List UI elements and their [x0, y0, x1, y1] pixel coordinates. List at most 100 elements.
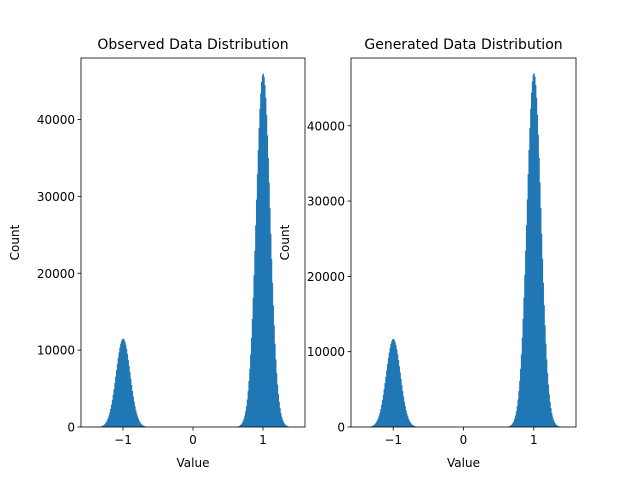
histogram-bar: [268, 182, 270, 427]
histogram-bar: [138, 420, 140, 427]
histogram-bar: [375, 423, 377, 427]
histogram-bar: [410, 423, 412, 427]
histogram-bar: [110, 404, 113, 427]
histogram-bar: [523, 297, 525, 427]
histogram-bar: [262, 73, 264, 428]
histogram-bar: [532, 74, 534, 427]
histogram-bar: [384, 383, 386, 427]
histogram-bar: [408, 418, 410, 427]
histogram-bar: [122, 338, 124, 427]
histogram-bar: [272, 305, 274, 427]
histogram-bar: [256, 199, 258, 427]
histogram-bar: [407, 416, 409, 427]
histogram-bar: [373, 424, 375, 427]
histogram-bar: [133, 401, 135, 427]
chart-panel-1: −1 0 1 0 10000 20000 30000 40000 Observed Data D…: [8, 37, 306, 470]
histogram-bar: [279, 408, 281, 427]
histogram-bar: [106, 420, 108, 427]
histogram-bar: [261, 81, 263, 427]
histogram-bar: [557, 425, 559, 427]
histogram-bar: [241, 422, 243, 427]
chart-title: Generated Data Distribution: [364, 37, 562, 53]
y-axis-label: Count: [8, 224, 22, 260]
histogram-bar: [403, 396, 405, 427]
histogram-bar: [522, 318, 524, 427]
histogram-bar: [276, 373, 278, 427]
histogram-bar: [520, 354, 523, 427]
histogram-bar: [247, 391, 249, 427]
x-tick-label: −1: [114, 433, 132, 447]
histogram-bar: [405, 410, 407, 427]
histogram-bar: [517, 399, 519, 427]
histogram-bar: [105, 421, 108, 427]
histogram-bar: [131, 390, 134, 427]
histogram-bar: [136, 413, 138, 427]
histogram-bar: [105, 423, 107, 427]
histogram-bar: [533, 73, 535, 427]
histogram-bar: [513, 421, 515, 427]
histogram-bar: [406, 413, 408, 427]
histogram-bar: [414, 426, 416, 427]
histogram-bar: [278, 401, 280, 427]
histogram-bar: [266, 135, 269, 427]
histogram-bar: [102, 425, 104, 427]
histogram-bar: [244, 415, 246, 427]
chart-panel-2: −1 0 1 0 10000 20000 30000 40000 Generated Data …: [278, 37, 577, 470]
histogram-bar: [121, 339, 124, 427]
histogram-bar: [129, 372, 131, 427]
histogram-bar: [377, 418, 379, 427]
histogram-bar: [111, 399, 113, 427]
histogram-bar: [397, 359, 400, 427]
histogram-bar: [411, 424, 413, 427]
histogram-bar: [282, 419, 284, 427]
histogram-bar: [116, 370, 118, 427]
histogram-bar: [518, 391, 520, 427]
histogram-bar: [378, 415, 380, 427]
histogram-bar: [116, 363, 118, 427]
histogram-bar: [521, 337, 523, 427]
y-tick-label: 10000: [37, 344, 75, 358]
histogram-bar: [537, 134, 539, 427]
histogram-bar: [413, 425, 415, 427]
histogram-bar: [117, 357, 119, 427]
histogram-bar: [113, 389, 115, 427]
histogram-bar: [263, 76, 265, 427]
histogram-bar: [114, 382, 116, 427]
histogram-bar: [142, 425, 144, 427]
y-tick-label: 10000: [307, 345, 345, 359]
histogram-bar: [269, 208, 271, 427]
histogram-bar: [240, 425, 242, 427]
histogram-bar: [124, 341, 126, 427]
histogram-bar: [542, 282, 544, 427]
histogram-bar: [545, 343, 547, 427]
histogram-bar: [254, 250, 256, 427]
histogram-bar: [394, 341, 396, 427]
histogram-bar: [110, 408, 112, 427]
histogram-bar: [280, 412, 282, 427]
histogram-bar: [516, 406, 518, 427]
histogram-bars: [99, 73, 290, 428]
y-tick-label: 20000: [37, 267, 75, 281]
histogram-bar: [396, 349, 398, 427]
histogram-bar: [395, 345, 397, 427]
x-tick-label: 0: [460, 433, 468, 447]
histogram-bar: [266, 114, 268, 427]
histogram-bar: [404, 406, 406, 427]
histogram-bar: [270, 233, 272, 427]
y-tick-label: 0: [337, 421, 345, 435]
histogram-bar: [127, 359, 129, 427]
histogram-bar: [509, 425, 512, 427]
histogram-bar: [374, 424, 376, 427]
histogram-bar: [510, 425, 512, 427]
histogram-bar: [376, 421, 378, 427]
histogram-bar: [245, 406, 248, 427]
y-tick-label: 30000: [307, 195, 345, 209]
histogram-bar: [265, 98, 267, 427]
histogram-bar: [402, 391, 404, 427]
histogram-bar: [274, 343, 276, 427]
histogram-bar: [260, 93, 262, 427]
histogram-bar: [112, 394, 114, 427]
x-axis-label: Value: [447, 456, 480, 470]
histogram-bar: [131, 384, 133, 427]
histogram-bar: [101, 425, 103, 427]
